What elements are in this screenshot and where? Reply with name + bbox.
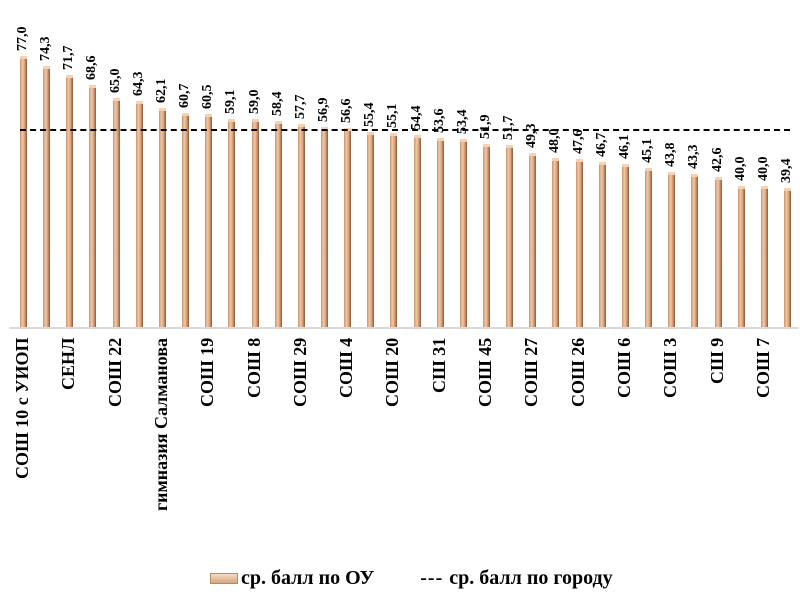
bar bbox=[506, 144, 514, 328]
data-label: 49,3 bbox=[524, 123, 540, 149]
data-label: 59,1 bbox=[223, 89, 239, 114]
category-label: СОШ 6 bbox=[613, 337, 634, 398]
category-label: СОШ 22 bbox=[104, 337, 125, 407]
data-label: 42,6 bbox=[709, 147, 725, 172]
x-axis-line bbox=[10, 327, 798, 329]
data-label: 43,8 bbox=[663, 142, 679, 168]
data-label: 62,1 bbox=[153, 78, 169, 104]
category-label: СОШ 29 bbox=[289, 337, 310, 407]
category-label: гимназия Салманова bbox=[150, 337, 171, 511]
data-label: 71,7 bbox=[61, 45, 77, 70]
bar bbox=[621, 164, 629, 328]
data-label: 77,0 bbox=[15, 26, 30, 52]
bar bbox=[575, 159, 583, 328]
data-label: 56,9 bbox=[315, 97, 331, 122]
category-label: СОШ 10 с УИОП bbox=[12, 337, 32, 479]
bar bbox=[436, 138, 444, 328]
data-label: 53,4 bbox=[454, 109, 470, 134]
bar bbox=[20, 56, 27, 328]
data-label: 51,9 bbox=[478, 114, 493, 140]
legend-bar-label: ср. балл по ОУ bbox=[241, 566, 375, 589]
category-label: СОШ 19 bbox=[197, 337, 218, 407]
category-label: СОШ 20 bbox=[382, 337, 403, 407]
category-label: СШ 9 bbox=[706, 337, 727, 384]
data-label: 40,0 bbox=[755, 156, 771, 181]
bar bbox=[552, 157, 560, 328]
data-label: 56,6 bbox=[339, 98, 355, 123]
category-label: СОШ 45 bbox=[475, 337, 495, 407]
data-label: 74,3 bbox=[38, 36, 54, 61]
data-label: 53,6 bbox=[431, 108, 447, 134]
bar bbox=[89, 85, 97, 328]
data-label: 65,0 bbox=[107, 68, 123, 94]
bar bbox=[158, 108, 166, 328]
bar bbox=[459, 138, 467, 328]
legend-dashed-line-icon: --- bbox=[420, 566, 444, 589]
category-label: СОШ 26 bbox=[567, 337, 588, 407]
bar bbox=[645, 167, 653, 328]
data-label: 46,7 bbox=[593, 132, 609, 158]
data-label: 43,3 bbox=[686, 144, 702, 170]
data-label: 45,1 bbox=[640, 138, 656, 163]
data-label: 51,7 bbox=[501, 115, 517, 140]
legend-line-label: ср. балл по городу bbox=[449, 566, 613, 589]
bar bbox=[367, 131, 375, 328]
bar bbox=[668, 172, 676, 328]
bar bbox=[691, 174, 699, 328]
bar bbox=[228, 118, 236, 328]
category-label: СОШ 4 bbox=[336, 337, 357, 398]
data-label: 47,6 bbox=[570, 129, 586, 155]
bar bbox=[783, 187, 791, 328]
bar bbox=[274, 121, 282, 328]
data-label: 58,4 bbox=[269, 91, 285, 117]
bar bbox=[413, 135, 421, 328]
data-label: 68,6 bbox=[84, 55, 100, 81]
data-label: 46,1 bbox=[616, 134, 632, 160]
data-label: 60,5 bbox=[200, 84, 216, 109]
bar bbox=[43, 65, 51, 328]
data-label: 40,0 bbox=[732, 156, 748, 181]
category-label: СОШ 27 bbox=[521, 337, 542, 407]
data-label: 57,7 bbox=[292, 94, 308, 119]
category-label: СОШ 8 bbox=[243, 337, 264, 398]
data-label: 64,3 bbox=[130, 71, 146, 96]
bar bbox=[714, 176, 722, 328]
category-label: СШ 31 bbox=[428, 337, 449, 393]
category-label: СОШ 7 bbox=[752, 337, 773, 398]
bar bbox=[112, 98, 120, 328]
bar bbox=[251, 119, 259, 328]
bar bbox=[390, 132, 398, 328]
bar bbox=[66, 74, 74, 328]
data-label: 48,0 bbox=[547, 128, 563, 153]
category-label: СОШ 3 bbox=[660, 337, 681, 398]
bar bbox=[598, 162, 606, 328]
bar bbox=[737, 185, 745, 328]
legend: ср. балл по ОУ --- ср. балл по городу bbox=[210, 566, 613, 590]
bar bbox=[297, 123, 305, 328]
data-label: 55,1 bbox=[385, 103, 401, 128]
category-label: СЕНЛ bbox=[58, 337, 79, 390]
data-label: 39,4 bbox=[778, 158, 794, 183]
data-label: 59,0 bbox=[246, 89, 262, 115]
bar bbox=[320, 126, 328, 328]
bar bbox=[135, 100, 143, 328]
bar bbox=[483, 144, 490, 328]
legend-bar-swatch-icon bbox=[210, 572, 238, 584]
bar bbox=[182, 113, 190, 328]
bar bbox=[205, 113, 213, 328]
city-average-dashed-line bbox=[20, 128, 790, 131]
bar bbox=[344, 127, 352, 328]
data-label: 55,4 bbox=[362, 102, 378, 127]
bar bbox=[760, 185, 768, 328]
bar bbox=[529, 153, 537, 328]
data-label: 54,4 bbox=[408, 105, 424, 131]
data-label: 60,7 bbox=[177, 83, 193, 109]
